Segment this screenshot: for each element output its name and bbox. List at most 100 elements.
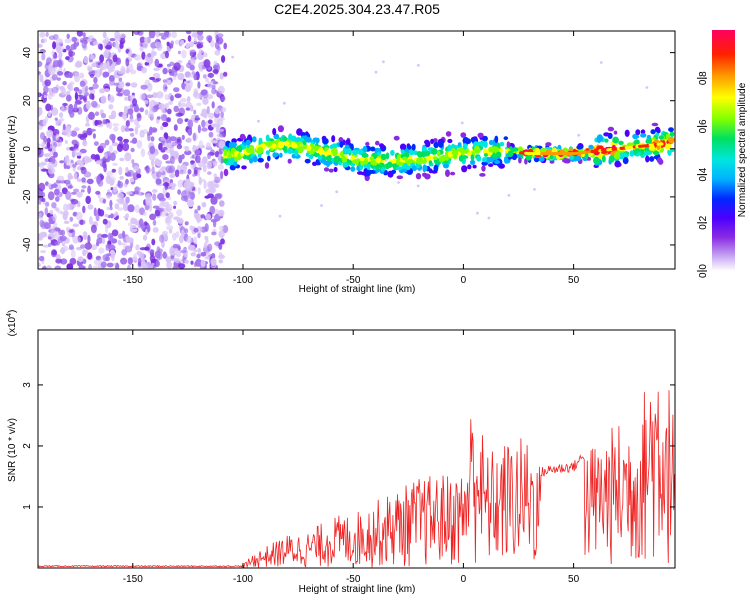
noise-speck: [38, 143, 41, 147]
noise-speck: [152, 189, 158, 193]
noise-speck: [92, 265, 100, 269]
noise-speck: [223, 42, 227, 50]
noise-speck: [160, 114, 168, 122]
noise-speck: [68, 232, 73, 238]
noise-speck: [160, 210, 168, 217]
noise-speck: [166, 63, 171, 67]
noise-speck: [194, 149, 201, 156]
noise-speck: [174, 169, 180, 178]
noise-speck: [130, 228, 138, 232]
noise-speck: [165, 216, 171, 223]
noise-speck: [40, 162, 48, 166]
noise-speck: [69, 81, 75, 85]
noise-speck: [46, 129, 53, 138]
noise-speck: [86, 38, 93, 43]
noise-speck: [217, 209, 225, 217]
noise-speck: [38, 255, 45, 262]
noise-speck: [170, 182, 174, 186]
noise-speck: [94, 111, 100, 116]
noise-speck: [162, 230, 168, 236]
noise-speck: [65, 45, 71, 51]
signal-blob: [518, 157, 522, 164]
noise-speck: [153, 128, 157, 133]
signal-blob: [257, 146, 264, 154]
noise-speck: [76, 191, 83, 198]
noise-speck: [103, 88, 110, 93]
noise-speck: [190, 58, 196, 65]
signal-blob: [240, 135, 246, 140]
signal-blob: [655, 132, 660, 137]
signal-blob: [422, 172, 427, 177]
noise-speck: [109, 199, 113, 208]
noise-speck: [108, 66, 112, 74]
noise-speck: [44, 207, 49, 216]
noise-speck: [170, 40, 174, 46]
signal-blob: [445, 131, 452, 137]
signal-blob: [288, 133, 293, 141]
noise-speck: [131, 159, 135, 165]
signal-blob: [634, 148, 641, 153]
noise-speck: [125, 196, 130, 204]
noise-speck: [85, 100, 91, 110]
noise-speck: [129, 177, 135, 183]
stray-speck: [320, 204, 323, 207]
noise-speck: [215, 194, 222, 200]
signal-blob: [277, 125, 284, 133]
signal-blob: [363, 164, 368, 168]
noise-speck: [105, 44, 112, 50]
noise-speck: [38, 262, 41, 268]
stray-speck: [384, 159, 388, 162]
noise-speck: [106, 253, 112, 257]
signal-blob: [366, 163, 371, 172]
signal-blob: [294, 149, 299, 157]
signal-blob: [499, 141, 505, 147]
noise-speck: [150, 136, 155, 142]
signal-blob: [345, 144, 350, 150]
noise-speck: [206, 160, 212, 170]
noise-speck: [66, 263, 74, 269]
signal-blob: [407, 145, 412, 150]
signal-blob: [323, 160, 328, 166]
noise-speck: [142, 128, 148, 135]
noise-speck: [79, 72, 85, 79]
signal-blob: [457, 142, 462, 147]
signal-blob: [483, 153, 488, 157]
noise-speck: [154, 209, 161, 217]
stray-speck: [460, 121, 464, 125]
noise-speck: [195, 115, 199, 119]
noise-speck: [45, 115, 49, 123]
noise-speck: [176, 138, 181, 143]
signal-blob: [237, 152, 242, 161]
noise-speck: [184, 145, 190, 152]
noise-speck: [117, 207, 124, 211]
signal-blob: [375, 157, 382, 163]
noise-speck: [93, 259, 100, 266]
noise-speck: [129, 132, 135, 137]
noise-speck: [217, 38, 223, 45]
noise-speck: [146, 94, 154, 99]
signal-blob: [401, 165, 408, 169]
signal-blob: [265, 134, 270, 142]
noise-speck: [190, 252, 197, 257]
noise-speck: [180, 102, 187, 108]
noise-speck: [146, 82, 153, 92]
noise-speck: [189, 41, 195, 48]
noise-speck: [164, 94, 169, 101]
signal-blob: [284, 141, 290, 146]
noise-speck: [64, 140, 68, 144]
noise-speck: [109, 133, 116, 141]
noise-speck: [40, 250, 46, 254]
noise-speck: [177, 50, 181, 55]
noise-speck: [127, 257, 133, 265]
noise-speck: [65, 128, 72, 138]
y-tick-label: -20: [22, 189, 33, 204]
noise-speck: [201, 119, 206, 128]
signal-blob: [333, 166, 338, 173]
noise-speck: [190, 191, 196, 201]
signal-blob: [426, 154, 432, 162]
noise-speck: [66, 226, 70, 232]
signal-blob: [331, 143, 338, 150]
signal-blob: [390, 149, 395, 156]
noise-speck: [177, 263, 186, 269]
signal-blob: [658, 135, 665, 140]
